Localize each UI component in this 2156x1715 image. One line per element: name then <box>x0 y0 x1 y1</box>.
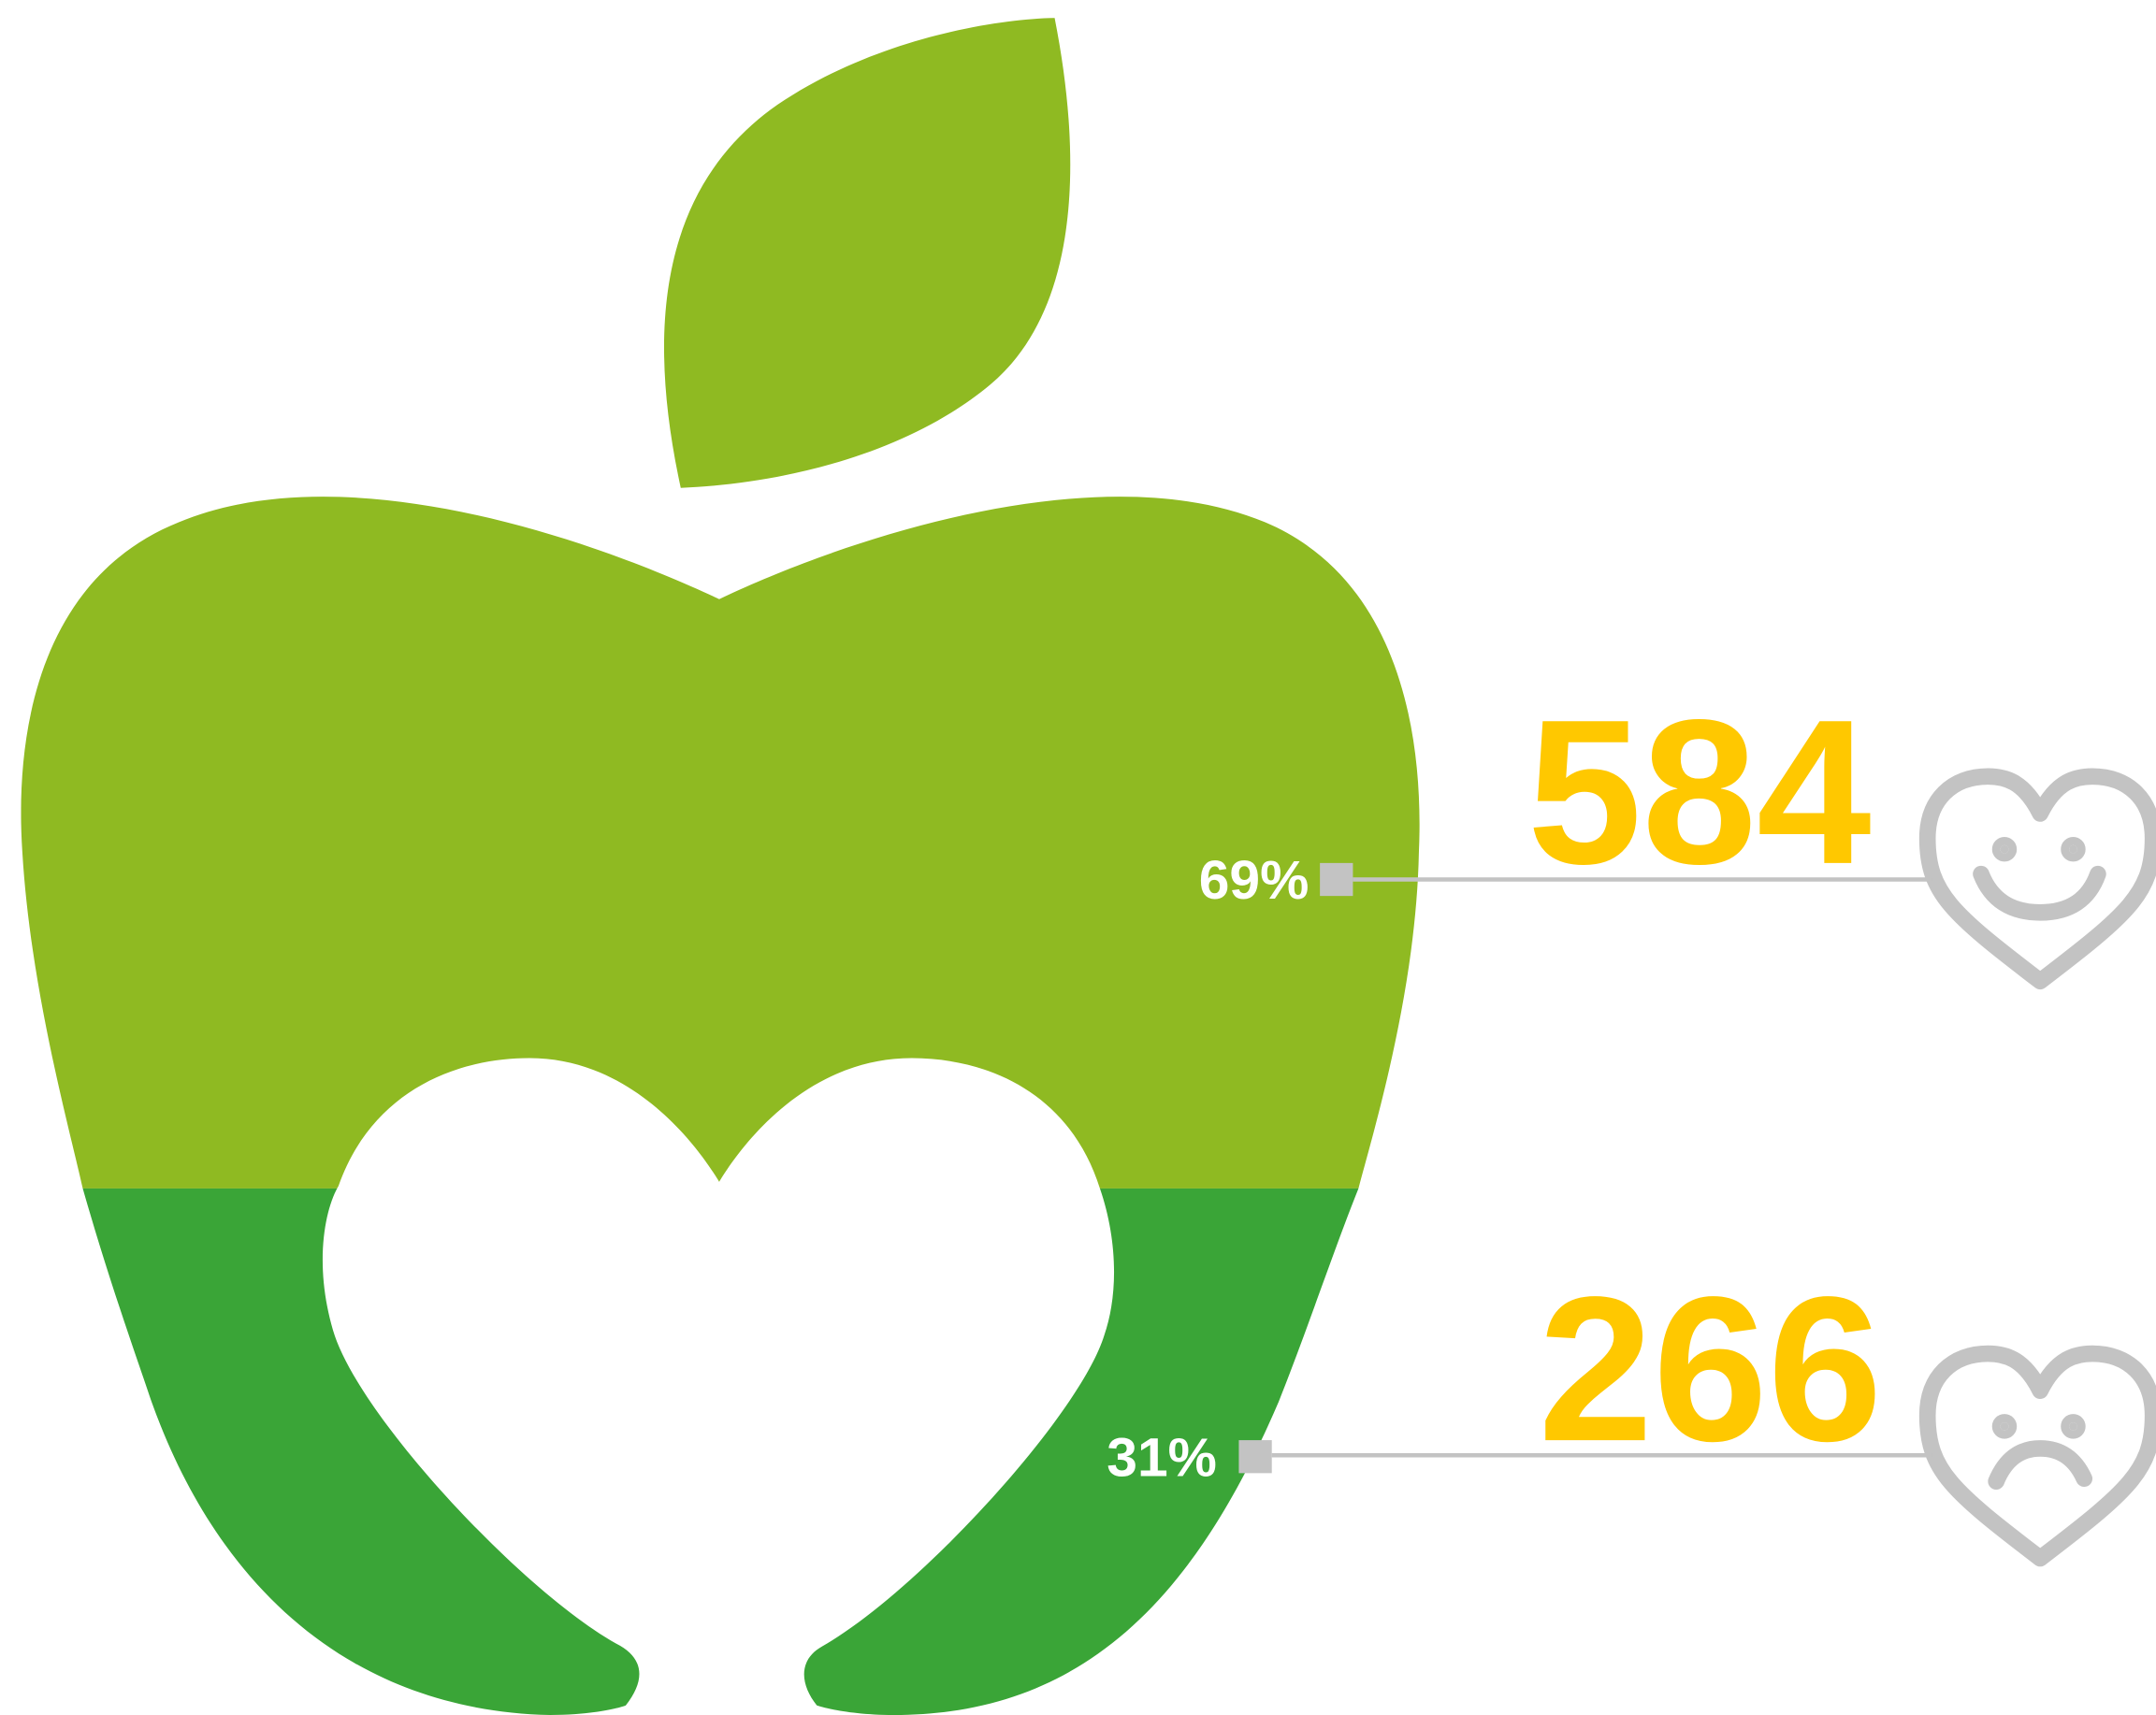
percent-label: 69% <box>1199 850 1310 911</box>
icons <box>1928 776 2153 1558</box>
sad-heart-icon <box>1928 1354 2153 1559</box>
segment <box>0 17 1512 1189</box>
chart: 69% 31% 584 266 <box>0 0 2156 1715</box>
happy-heart-icon <box>1928 776 2153 981</box>
count-label: 266 <box>1539 1253 1883 1484</box>
marker <box>1320 863 1353 896</box>
page: {"chart_data": {"type": "pictorial", "va… <box>0 0 2156 1715</box>
marker <box>1238 1440 1271 1473</box>
segment <box>0 1189 1512 1715</box>
percent-label: 31% <box>1107 1427 1217 1488</box>
count-label: 584 <box>1527 676 1872 907</box>
